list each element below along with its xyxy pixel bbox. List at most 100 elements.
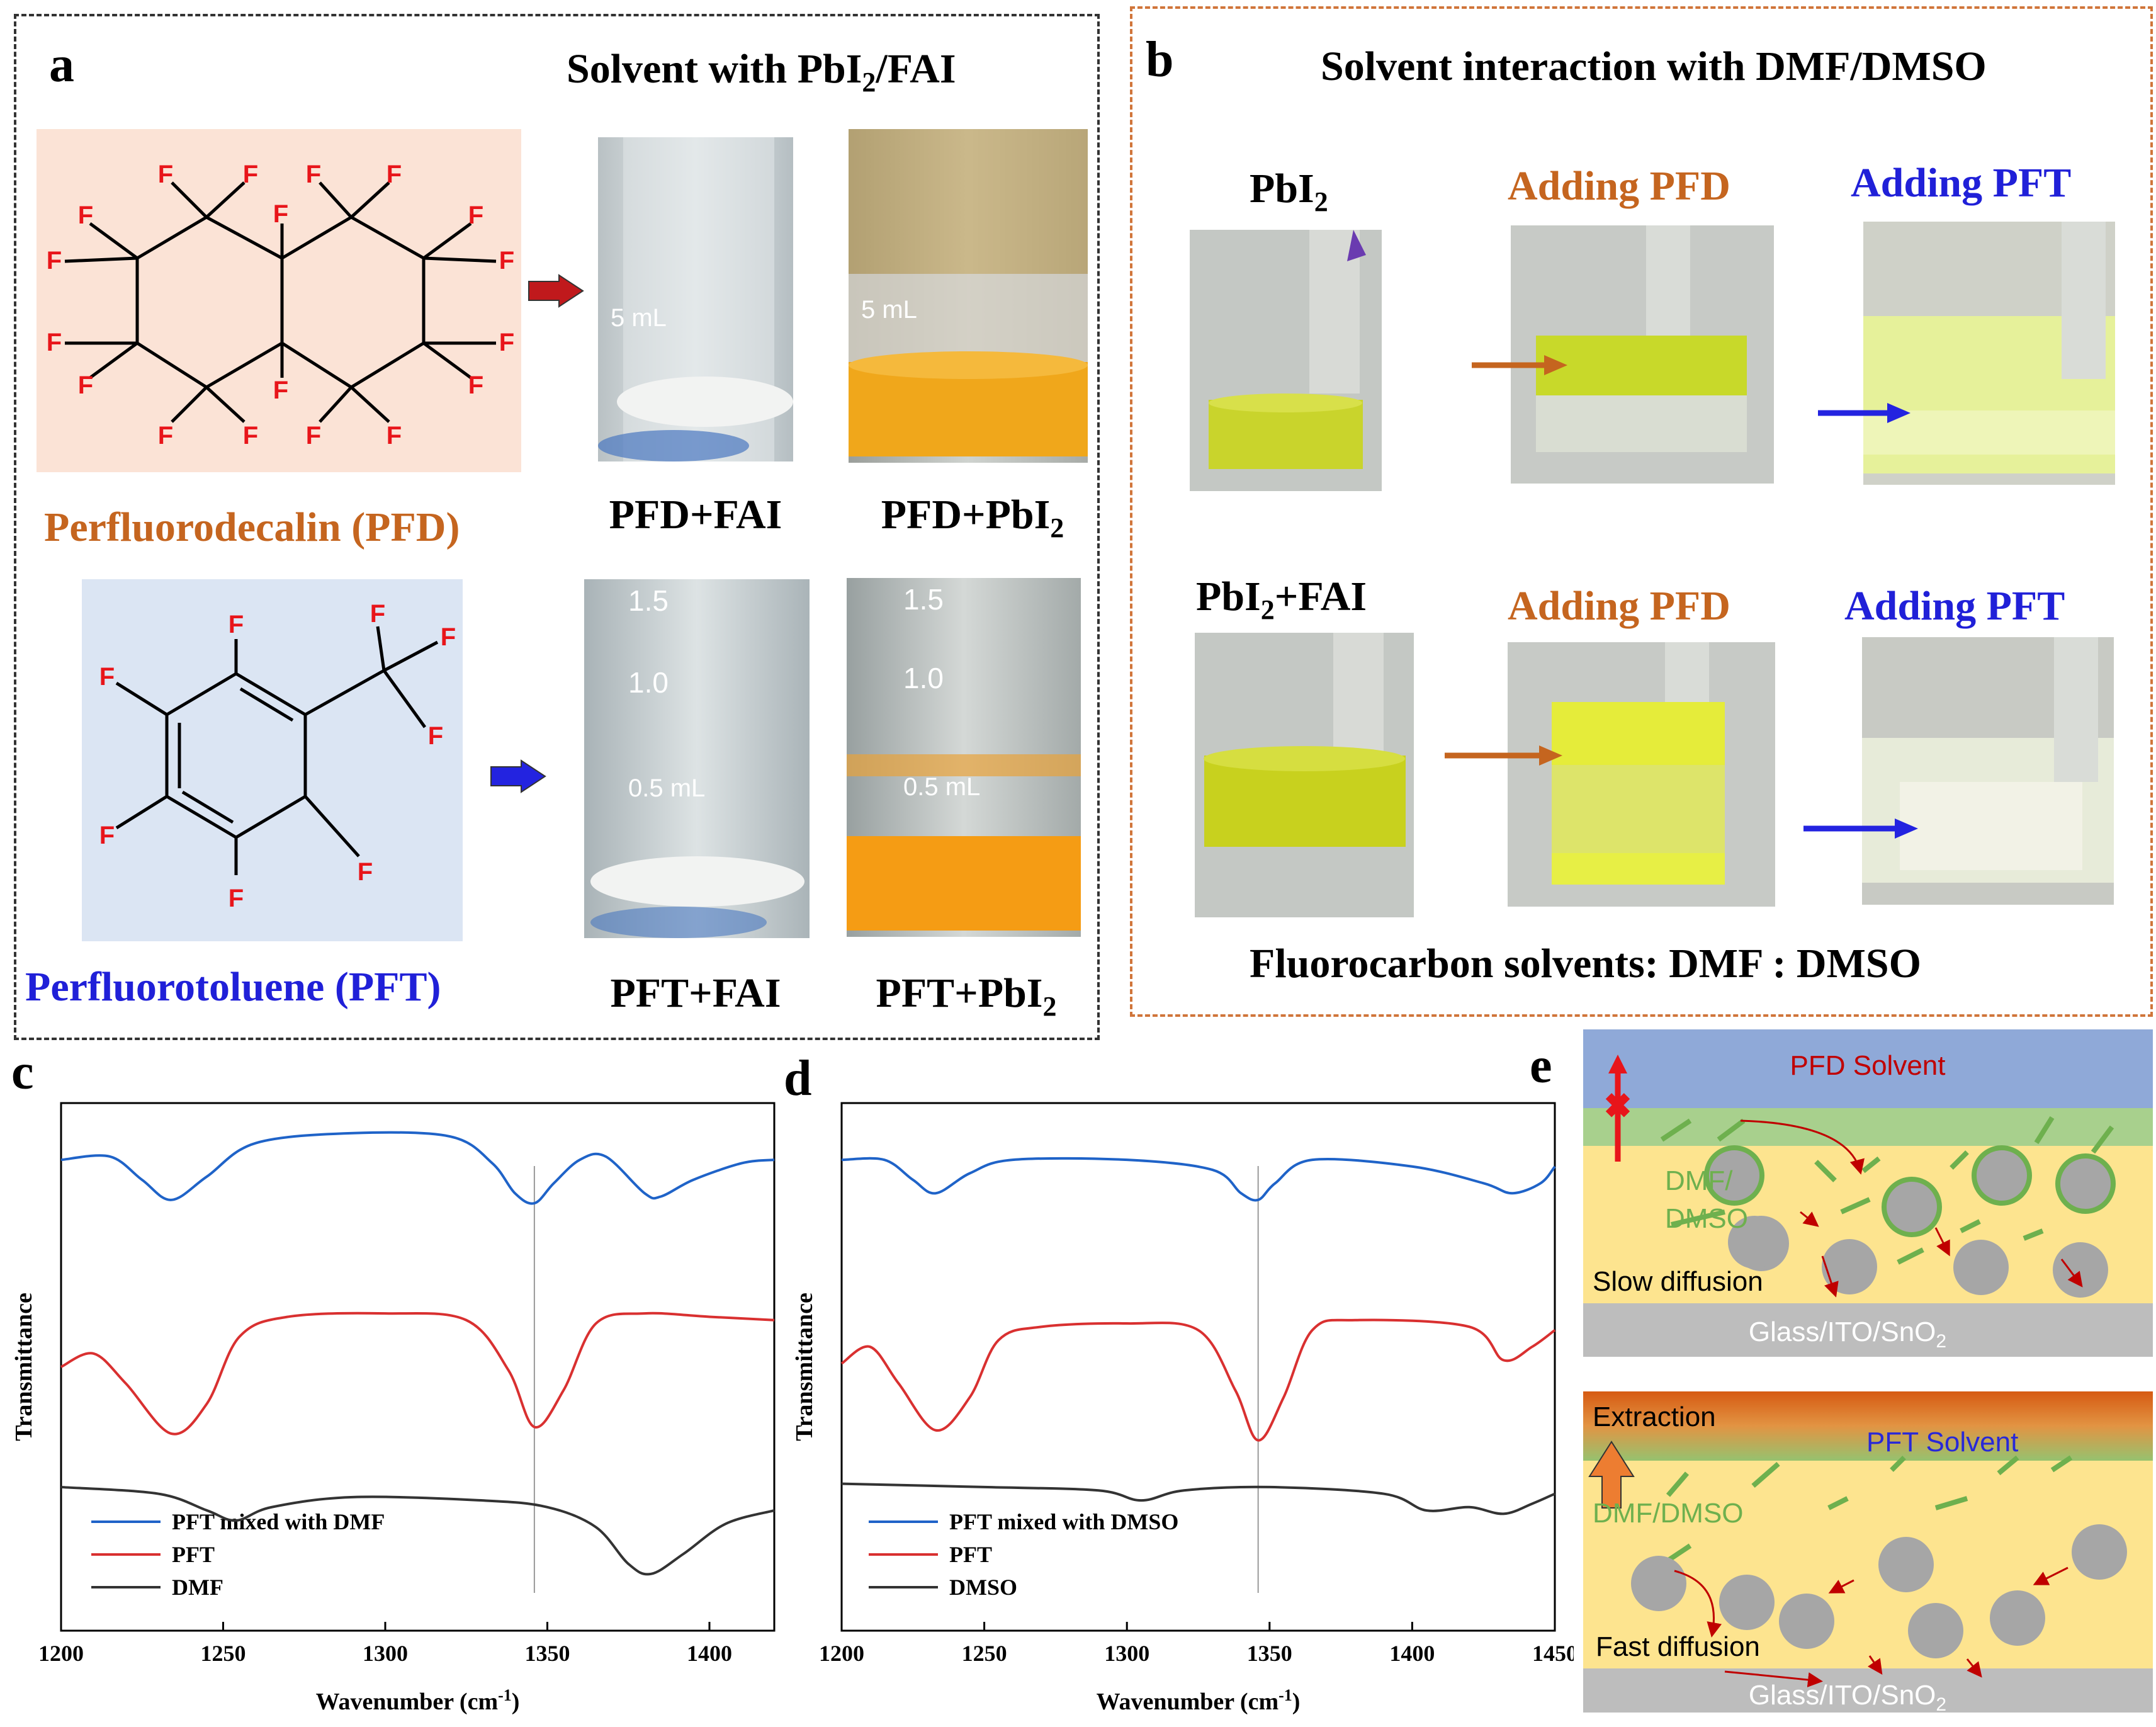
panel-a-title: Solvent with PbI2/FAI (567, 46, 956, 98)
label-pfd-pbi2: PFD+PbI2 (881, 492, 1064, 544)
row1-start-label: PbI2 (1250, 166, 1328, 218)
diffusion-arrows-top (1740, 1119, 2083, 1298)
svg-text:F: F (47, 247, 62, 275)
svg-text:F: F (158, 422, 173, 450)
panel-a-letter: a (49, 37, 74, 93)
chart-d-ylabel: Transmittance (791, 1293, 818, 1441)
label-pft-pbi2: PFT+PbI2 (876, 970, 1057, 1022)
chart-d-xtick-label: 1450 (1532, 1641, 1574, 1666)
chart-d-series-0 (841, 1157, 1556, 1202)
photo-row1-pbi2 (1190, 230, 1382, 491)
panel-c-letter: c (11, 1045, 34, 1100)
svg-text:F: F (306, 422, 321, 450)
photo-row2-pbi2-fai (1195, 633, 1414, 917)
svg-text:F: F (468, 371, 483, 399)
pft-structure: F F F F F F F F (82, 579, 463, 941)
svg-text:F: F (47, 329, 62, 356)
pft-background (82, 579, 463, 941)
pfd-bonds (64, 181, 497, 423)
chart-c-series-2 (60, 1485, 775, 1576)
photo-pft-pbi2: 1.5 1.0 0.5 mL (847, 578, 1081, 937)
chart-c-legend-label-2: DMF (172, 1575, 223, 1600)
photo-row2-pft (1862, 637, 2114, 905)
chart-c-xtick-label: 1400 (687, 1641, 732, 1666)
label-pfd-fai: PFD+FAI (609, 492, 782, 538)
pft-bonds (115, 626, 439, 875)
svg-text:F: F (229, 611, 244, 638)
svg-text:F: F (468, 201, 483, 229)
svg-text:F: F (499, 329, 514, 356)
chart-c-xtick-label: 1200 (38, 1641, 84, 1666)
chart-d-xtick-label: 1400 (1389, 1641, 1435, 1666)
pft-fluorine-atoms: F F F F F F F F (99, 600, 456, 912)
svg-text:F: F (78, 201, 93, 229)
row2-start-label: PbI2+FAI (1196, 574, 1367, 626)
svg-text:0.5 mL: 0.5 mL (628, 774, 705, 802)
svg-text:5 mL: 5 mL (611, 304, 667, 332)
ligands-bottom (1660, 1455, 2073, 1567)
dmf-dmso-label-bottom: DMF/DMSO (1593, 1498, 1744, 1529)
panel-e-schematic: PFD Solvent ✖ (1583, 1029, 2153, 1715)
row2-pfd-arrow-icon (1445, 745, 1562, 766)
extraction-label: Extraction (1593, 1401, 1716, 1432)
chart-c-plot-frame (60, 1102, 776, 1632)
chart-c-xtick-label: 1350 (525, 1641, 570, 1666)
svg-text:F: F (99, 663, 115, 691)
particles-top (1704, 1145, 2116, 1298)
svg-text:F: F (441, 623, 456, 651)
substrate-label-bottom: Glass/ITO/SnO2 (1749, 1680, 1946, 1713)
label-pft-fai: PFT+FAI (610, 970, 781, 1016)
dmso-label-top: DMSO (1665, 1203, 1748, 1234)
svg-text:F: F (243, 161, 258, 188)
svg-text:F: F (370, 600, 385, 628)
svg-text:F: F (387, 161, 402, 188)
svg-text:1.5: 1.5 (903, 583, 944, 616)
photo-pfd-fai: 5 mL (598, 137, 793, 461)
panel-d-letter: d (784, 1051, 812, 1106)
svg-text:F: F (78, 371, 93, 399)
panel-a-frame (14, 14, 1100, 1040)
svg-text:5 mL: 5 mL (861, 296, 917, 324)
chart-d-xlabel: Wavenumber (cm-1) (1097, 1686, 1301, 1715)
row1-pfd-arrow-icon (1472, 355, 1567, 375)
pft-name: Perfluorotoluene (PFT) (25, 964, 441, 1010)
svg-text:0.5 mL: 0.5 mL (903, 773, 980, 801)
extraction-arrow-icon (1588, 1441, 1635, 1509)
pfd-background (37, 129, 521, 472)
row1-adding-pfd: Adding PFD (1508, 163, 1730, 209)
row2-adding-pfd: Adding PFD (1508, 583, 1730, 629)
photo-row1-pft (1863, 222, 2115, 485)
pfd-solvent-layer (1583, 1029, 2153, 1108)
svg-text:F: F (229, 885, 244, 912)
chart-d-xtick-label: 1250 (962, 1641, 1007, 1666)
svg-text:F: F (99, 822, 115, 849)
pfd-name: Perfluorodecalin (PFD) (44, 504, 460, 550)
chart-c-ylabel: Transmittance (11, 1293, 37, 1441)
chart-c-series-1 (60, 1311, 775, 1435)
chart-d-legend-label-2: DMSO (949, 1575, 1017, 1600)
pft-arrow-icon (490, 759, 546, 793)
ligands-top (1660, 1116, 2114, 1265)
chart-d-plot-frame (840, 1102, 1556, 1632)
chart-c-xtick-label: 1300 (363, 1641, 408, 1666)
panel-b-frame (1130, 6, 2153, 1017)
chart-d-legend-label-1: PFT (949, 1542, 992, 1567)
row2-pft-arrow-icon (1803, 818, 1918, 839)
pfd-solvent-title: PFD Solvent (1790, 1050, 1946, 1081)
chart-c-xtick-label: 1250 (201, 1641, 246, 1666)
svg-text:F: F (499, 247, 514, 275)
photo-row1-pfd (1511, 225, 1774, 484)
panel-b-title: Solvent interaction with DMF/DMSO (1321, 43, 1987, 89)
photo-pft-fai: 1.5 1.0 0.5 mL (584, 579, 810, 938)
chart-d-series-1 (840, 1318, 1556, 1442)
substrate-bottom (1583, 1668, 2153, 1713)
chart-d-xtick-label: 1300 (1104, 1641, 1149, 1666)
chart-d-xtick-label: 1200 (819, 1641, 864, 1666)
row2-adding-pft: Adding PFT (1844, 583, 2065, 629)
row1-pft-arrow-icon (1818, 403, 1910, 423)
pfd-arrow-icon (528, 274, 584, 308)
panel-b-footer: Fluorocarbon solvents: DMF : DMSO (1250, 941, 1921, 987)
